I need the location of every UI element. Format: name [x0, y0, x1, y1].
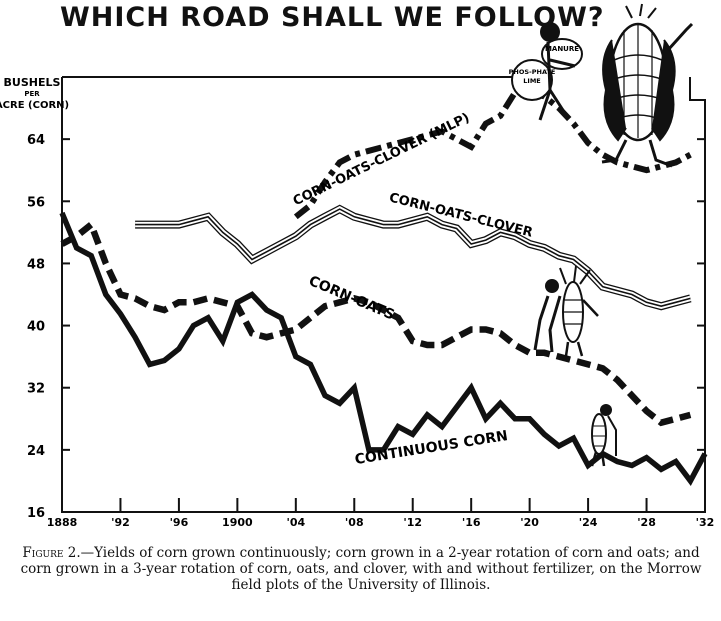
x-tick-label: '08: [345, 516, 364, 529]
x-tick-label: '20: [520, 516, 539, 529]
x-tick-label: 1888: [47, 516, 78, 529]
series-label-0: CORN-OATS-CLOVER (MLP): [291, 110, 472, 209]
y-tick-label: 56: [27, 195, 45, 210]
yield-chart: 16 24 32 40 48 56 64 1888 '92 '96 1900 '04 '08 '12 '16…: [0, 3, 714, 529]
cartoon-illustrations: MANURE PHOS-PHATE LIME: [509, 3, 694, 467]
figure-caption: Figure 2.—Yields of corn grown continuou…: [8, 545, 714, 593]
series-labels: CORN-OATS-CLOVER (MLP)CORN-OATS-CLOVERCO…: [291, 110, 534, 468]
figure-caption-label: Figure 2.: [22, 545, 81, 561]
x-tick-label: '12: [403, 516, 422, 529]
corn-cob-figure-large: MANURE PHOS-PHATE LIME: [509, 3, 694, 168]
plot-frame: [61, 77, 706, 513]
figure-caption-text: —Yields of corn grown continuously; corn…: [20, 545, 702, 593]
series-line-3: [59, 211, 708, 486]
series-line-1: [135, 204, 692, 311]
series-label-2: CORN-OATS: [306, 273, 396, 323]
x-tick-label: '92: [111, 516, 130, 529]
y-axis-label: BUSHELS PER ACRE (CORN): [0, 76, 69, 111]
x-tick-label: '28: [637, 516, 656, 529]
x-tick-label: '16: [462, 516, 481, 529]
y-tick-label: 24: [27, 444, 45, 459]
x-tick-label: '96: [170, 516, 189, 529]
series-line-0: [293, 89, 692, 220]
y-tick-label: 40: [27, 320, 45, 335]
x-tick-label: '24: [579, 516, 598, 529]
corn-cob-figures-pair: [533, 265, 599, 357]
y-tick-label: 48: [27, 257, 45, 272]
phosphate-ball-label: PHOS-PHATE LIME: [509, 68, 556, 85]
chart-title: WHICH ROAD SHALL WE FOLLOW?: [60, 2, 605, 33]
x-tick-label: '04: [286, 516, 305, 529]
chart-series: [59, 89, 708, 486]
y-tick-label: 32: [27, 382, 45, 397]
corn-cob-figure-small: [590, 404, 617, 467]
y-tick-label: 64: [27, 133, 45, 148]
x-tick-label: 1900: [222, 516, 253, 529]
y-tick-label: 16: [27, 506, 45, 521]
chart-axes: 16 24 32 40 48 56 64 1888 '92 '96 1900 '04 '08 '12 '16…: [0, 76, 714, 529]
x-tick-label: '32: [696, 516, 715, 529]
series-line-2: [60, 219, 692, 427]
series-label-3: CONTINUOUS CORN: [354, 428, 509, 468]
manure-sack-label: MANURE: [545, 45, 579, 53]
